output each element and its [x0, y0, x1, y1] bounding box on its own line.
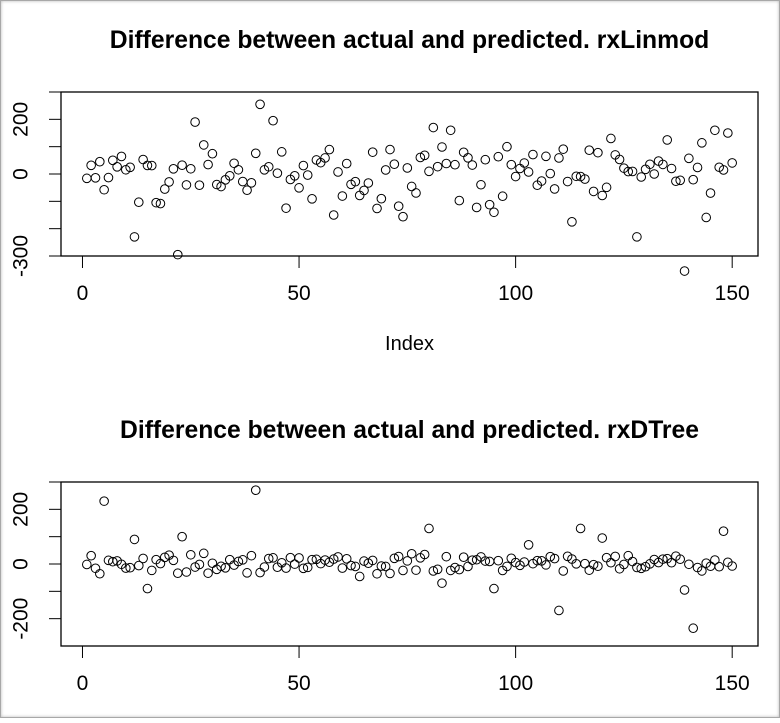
svg-text:-300: -300: [10, 235, 33, 277]
svg-text:200: 200: [10, 492, 33, 527]
svg-text:150: 150: [715, 672, 750, 695]
svg-text:150: 150: [715, 282, 750, 305]
svg-text:50: 50: [287, 672, 310, 695]
svg-text:50: 50: [287, 282, 310, 305]
svg-text:200: 200: [10, 102, 33, 137]
svg-text:100: 100: [498, 282, 533, 305]
svg-text:-200: -200: [10, 598, 33, 640]
svg-text:0: 0: [10, 168, 33, 180]
svg-text:0: 0: [77, 282, 89, 305]
svg-text:0: 0: [77, 672, 89, 695]
svg-text:Difference between actual and: Difference between actual and predicted.…: [120, 417, 699, 444]
svg-text:Difference between actual and: Difference between actual and predicted.…: [110, 27, 710, 54]
svg-text:0: 0: [10, 558, 33, 570]
svg-text:Index: Index: [385, 333, 434, 355]
svg-text:100: 100: [498, 672, 533, 695]
